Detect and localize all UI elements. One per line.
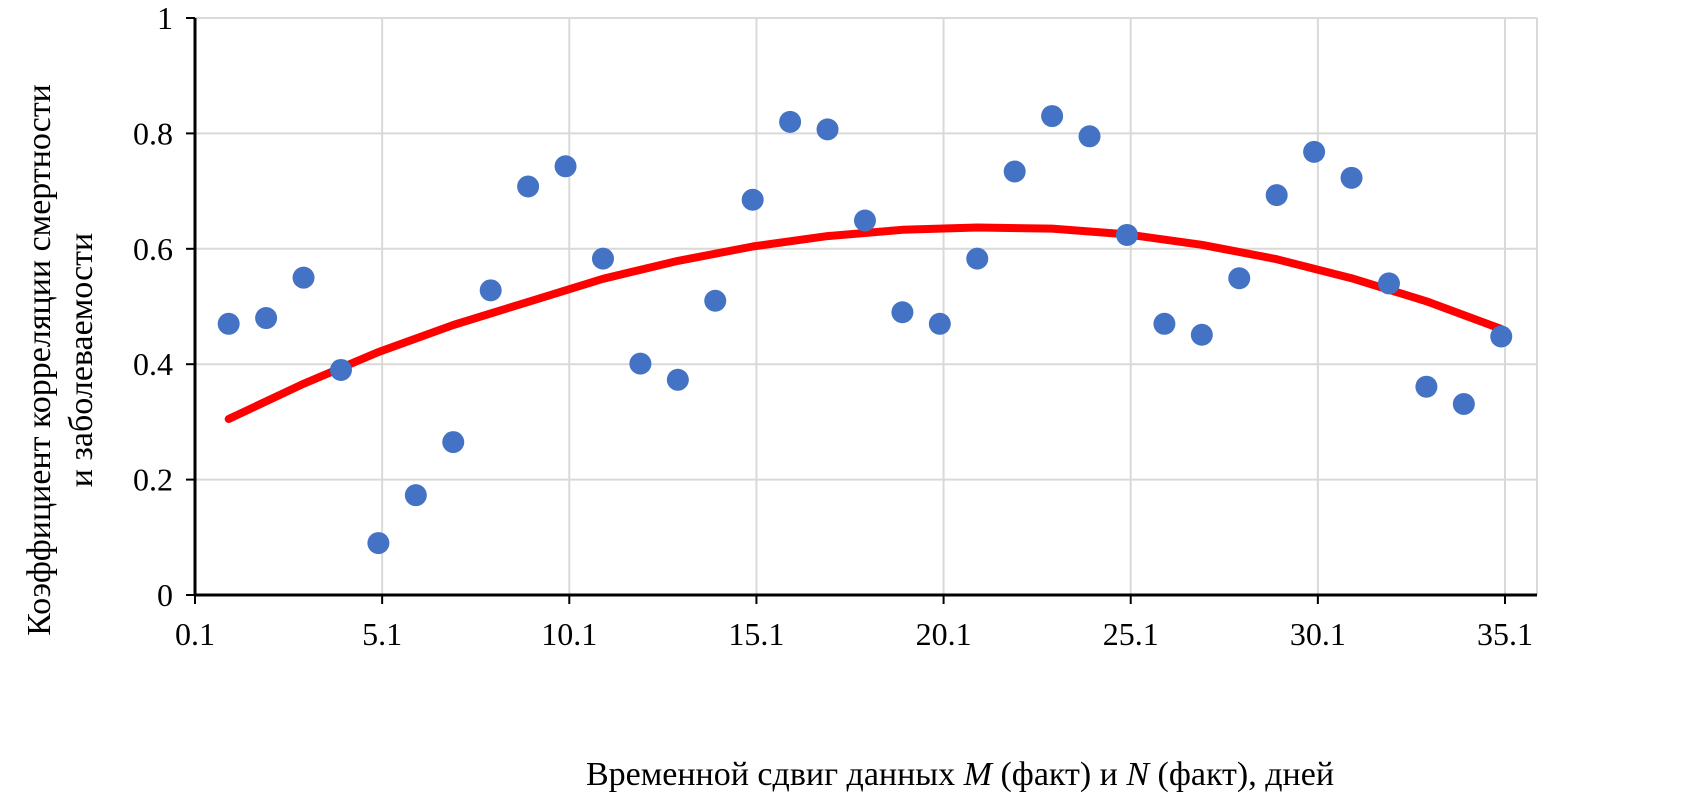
data-point: [1265, 184, 1288, 207]
data-point: [1415, 375, 1438, 398]
data-point: [554, 155, 577, 178]
data-point: [779, 110, 802, 133]
data-point: [1452, 393, 1475, 416]
x-axis-title-part-3: (факт), дней: [1149, 756, 1334, 793]
y-axis-title-line-1: Коэффициент корреляции смертности: [21, 84, 58, 636]
data-point: [891, 301, 914, 324]
data-point: [666, 368, 689, 391]
data-point: [329, 358, 352, 381]
data-point: [853, 209, 876, 232]
y-axis-title: Коэффициент корреляции смертности и забо…: [21, 84, 100, 636]
tick-labels: 0.1 5.1 10.1 15.1 20.1 25.1 30.1 35.1 0 0.2 0.4 0.6…: [133, 0, 1533, 652]
data-point: [442, 431, 465, 454]
data-point: [1153, 312, 1176, 335]
y-axis-title-line-2: и заболеваемости: [63, 233, 100, 487]
data-point: [255, 307, 278, 330]
x-axis-title: Временной сдвиг данных M (факт) и N (фак…: [586, 756, 1334, 793]
y-tick-label: 0.4: [133, 346, 173, 382]
data-points: [217, 105, 1513, 555]
trendline-path: [224, 223, 1506, 423]
x-tick-label: 15.1: [728, 616, 784, 652]
y-tick-label: 0.8: [133, 115, 173, 151]
data-point: [1490, 325, 1513, 348]
data-point: [367, 532, 390, 555]
data-point: [1078, 125, 1101, 148]
data-point: [517, 175, 540, 198]
data-point: [1041, 105, 1064, 128]
data-point: [1228, 267, 1251, 290]
x-tick-label: 0.1: [175, 616, 215, 652]
data-point: [1190, 323, 1213, 346]
grid-lines: [195, 17, 1538, 595]
data-point: [629, 352, 652, 375]
x-axis-title-part-2: (факт) и: [992, 756, 1126, 793]
x-tick-label: 35.1: [1477, 616, 1533, 652]
y-tick-label: 0.6: [133, 231, 173, 267]
x-axis-title-part-1: Временной сдвиг данных: [586, 756, 964, 793]
y-tick-label: 0.2: [133, 462, 173, 498]
data-point: [404, 484, 427, 507]
x-tick-label: 20.1: [916, 616, 972, 652]
y-tick-label: 0: [157, 577, 173, 613]
data-point: [1115, 223, 1138, 246]
y-tick-label: 1: [157, 0, 173, 36]
x-tick-label: 30.1: [1290, 616, 1346, 652]
x-tick-label: 5.1: [362, 616, 402, 652]
data-point: [704, 289, 727, 312]
data-point: [741, 188, 764, 211]
data-point: [1377, 272, 1400, 295]
trendline: [224, 223, 1506, 423]
data-point: [479, 279, 502, 302]
x-axis-title-variable-n: N: [1125, 756, 1151, 793]
data-point: [816, 118, 839, 141]
x-tick-label: 10.1: [541, 616, 597, 652]
data-point: [1303, 140, 1326, 163]
x-axis-title-variable-m: M: [963, 756, 994, 793]
data-point: [217, 312, 240, 335]
data-point: [1340, 166, 1363, 189]
data-point: [928, 312, 951, 335]
data-point: [292, 266, 315, 289]
x-tick-label: 25.1: [1103, 616, 1159, 652]
data-point: [1003, 160, 1026, 183]
data-point: [591, 247, 614, 270]
axes: [186, 17, 1537, 604]
data-point: [966, 247, 989, 270]
